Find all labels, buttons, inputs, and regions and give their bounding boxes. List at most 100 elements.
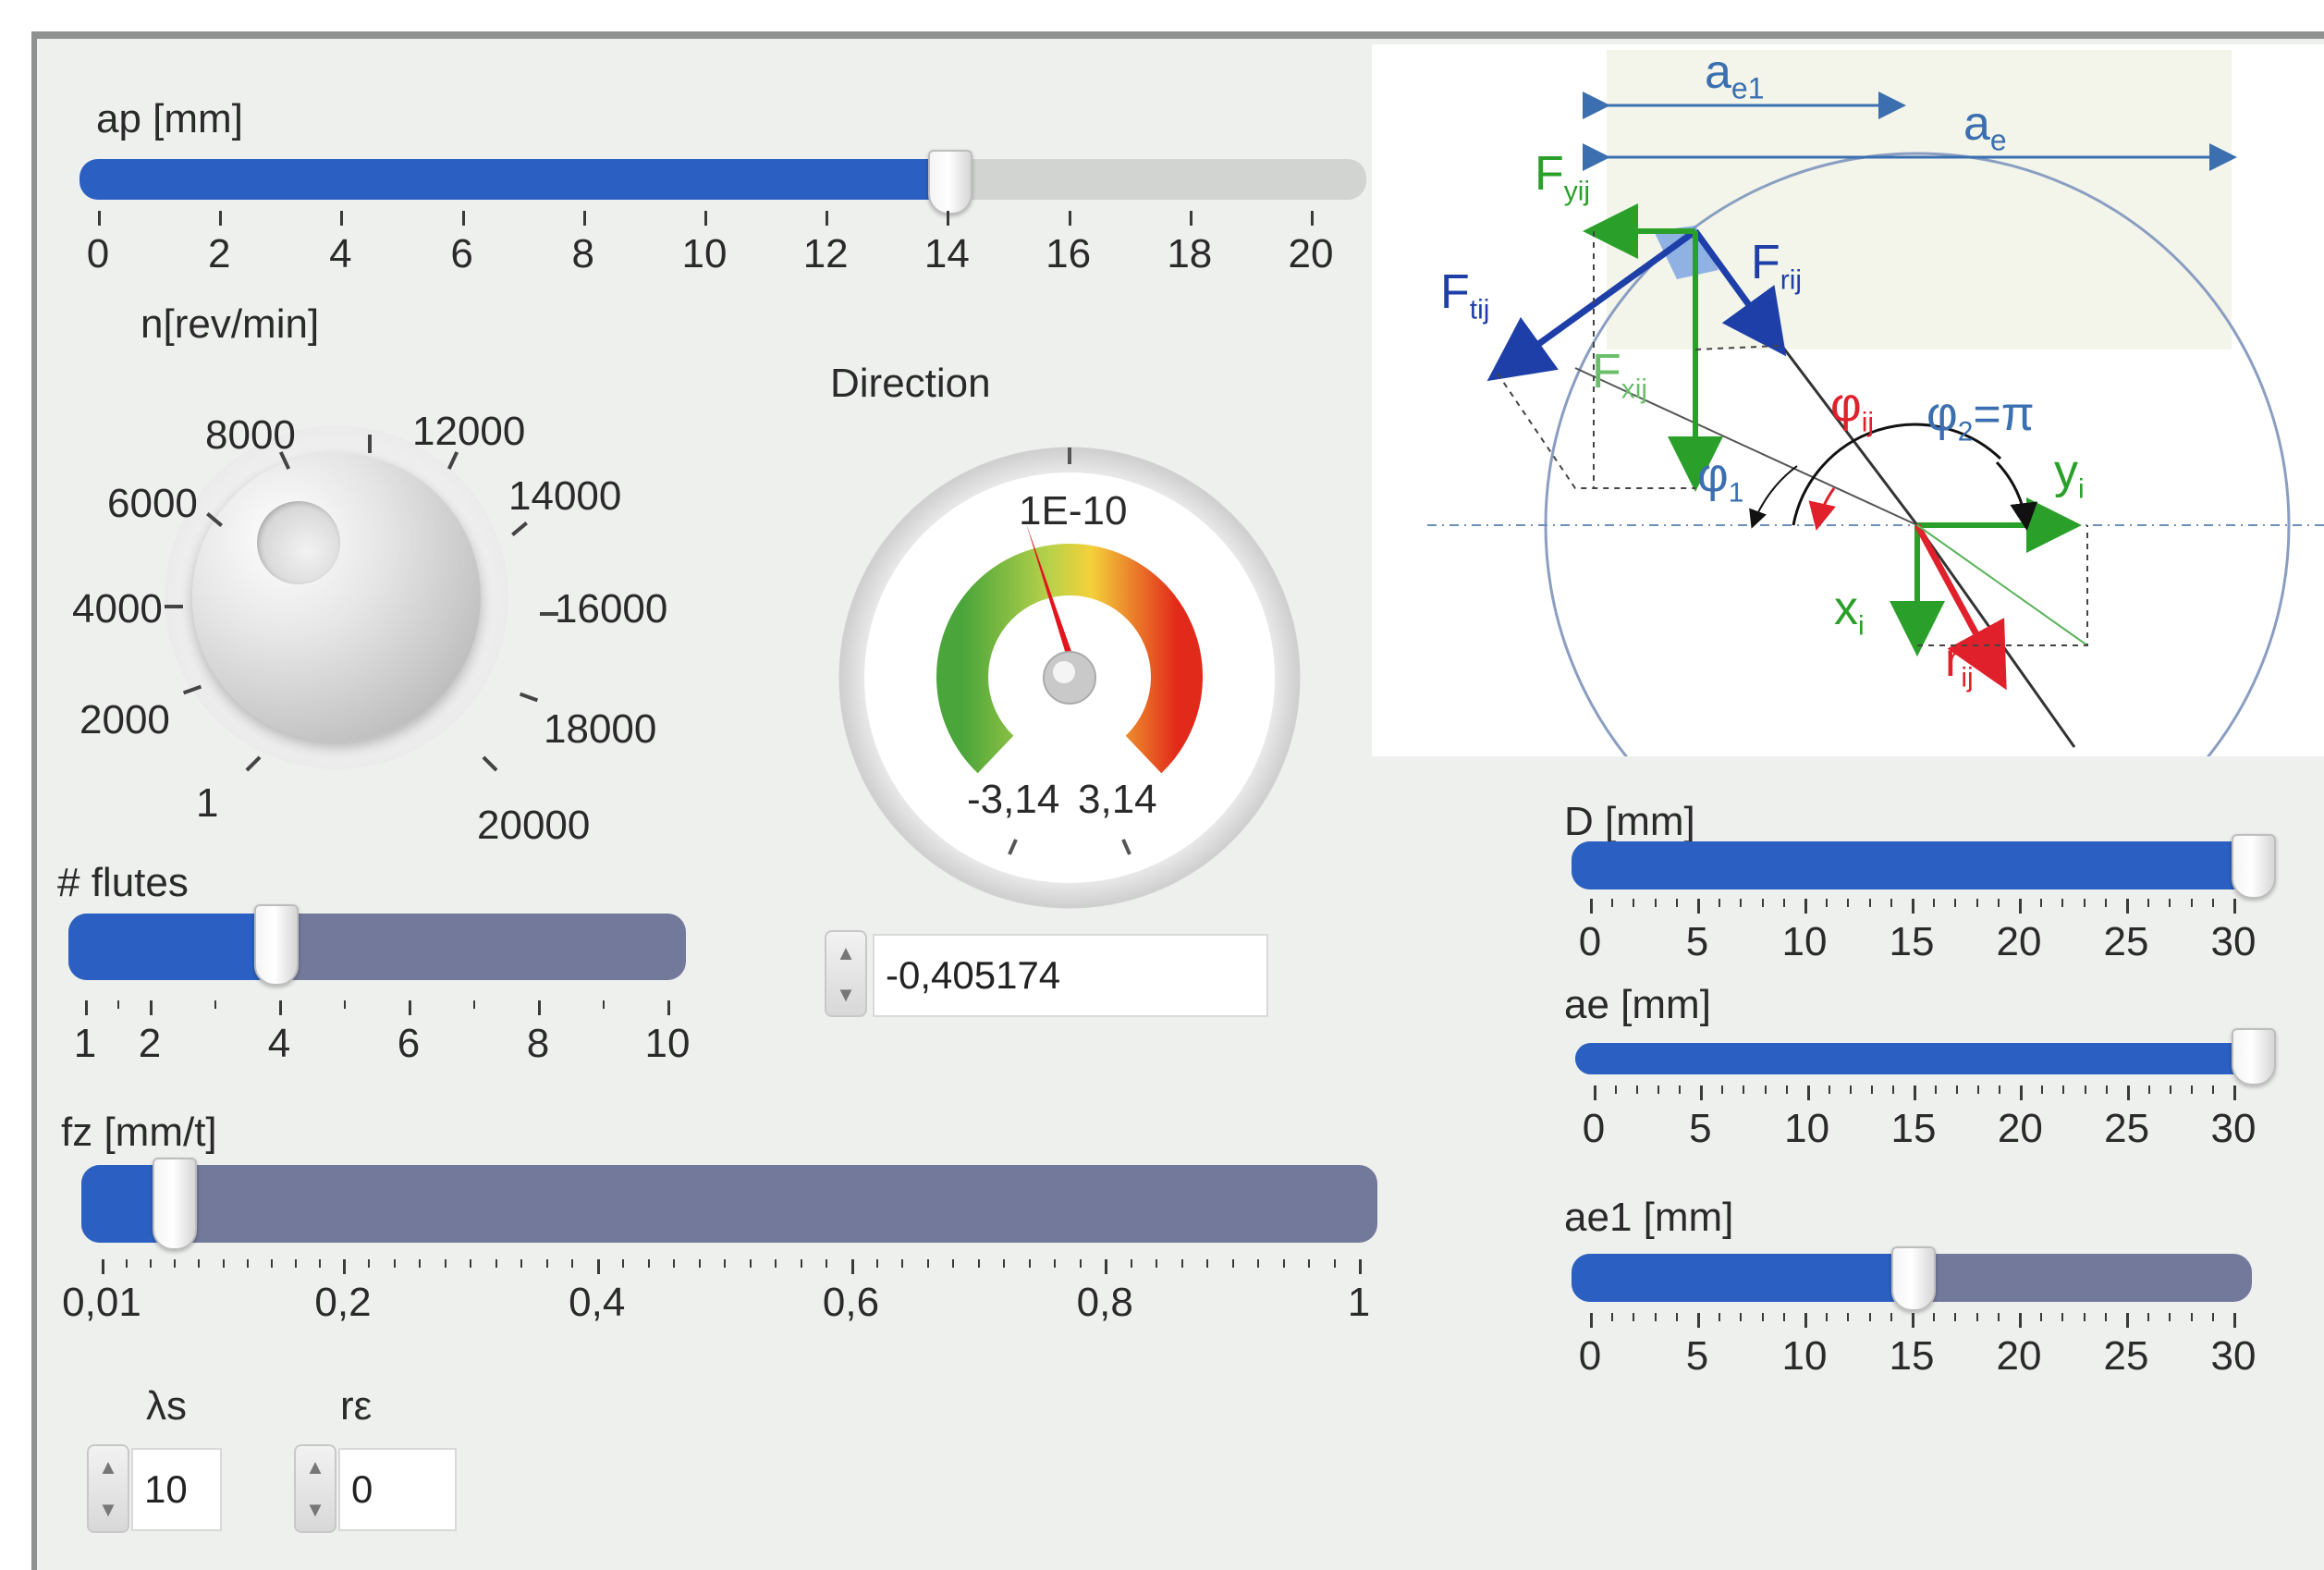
scale-major-tick [1697,899,1700,914]
yi-label: yi [2054,445,2085,505]
scale-minor-tick [470,1259,472,1268]
scale-tick-label: 2 [207,231,231,276]
decrement-arrow-icon[interactable]: ▼ [836,982,856,1006]
lambda-s-input[interactable]: 10 [131,1448,222,1531]
knob-label-14000: 14000 [508,473,622,519]
scale-tick-label: 5 [1685,1333,1709,1379]
scale-tick-label: 12 [802,231,849,276]
increment-arrow-icon[interactable]: ▲ [836,940,856,964]
scale-tick-label: 25 [2103,1333,2149,1379]
decrement-arrow-icon[interactable]: ▼ [305,1498,325,1521]
decrement-arrow-icon[interactable]: ▼ [98,1498,118,1521]
direction-gauge[interactable] [834,442,1305,914]
D-slider-thumb[interactable] [2232,834,2276,899]
ap-slider-label: ap [mm] [96,96,243,141]
scale-minor-tick [2084,1086,2086,1094]
increment-arrow-icon[interactable]: ▲ [305,1455,325,1478]
ae-slider[interactable] [1575,1028,2276,1086]
fyij-label: Fyij [1535,147,1591,207]
scale-minor-tick [1935,1086,1938,1094]
scale-minor-tick [344,1000,346,1009]
scale-minor-tick [2147,899,2150,907]
fz-slider-thumb[interactable] [153,1158,198,1250]
scale-minor-tick [826,1259,828,1268]
xi-label: xi [1834,582,1865,642]
scale-tick-label: 0,8 [1076,1280,1133,1325]
r-epsilon-spinner[interactable]: ▲ ▼ [294,1444,336,1533]
scale-major-tick [461,211,465,226]
ap-slider-scale: 0 2 4 6 8 10 12 14 16 18 20 [87,211,1333,285]
direction-numeric-input[interactable]: -0,405174 [873,934,1268,1017]
D-slider-label: D [mm] [1564,799,1695,844]
scale-minor-tick [1079,1259,1082,1268]
direction-gauge-min-label: -3,14 [967,777,1060,822]
scale-major-tick [2019,899,2022,914]
increment-arrow-icon[interactable]: ▲ [98,1455,118,1478]
scale-minor-tick [393,1259,396,1268]
scale-tick-label: 10 [681,231,728,276]
scale-minor-tick [1180,1259,1183,1268]
scale-major-tick [1914,1086,1916,1100]
r-epsilon-input[interactable]: 0 [338,1448,457,1531]
scale-minor-tick [1977,1086,1980,1094]
scale-minor-tick [1933,899,1936,907]
scale-minor-tick [1308,1259,1311,1268]
ap-slider-thumb[interactable] [927,150,972,215]
scale-minor-tick [2040,1313,2043,1321]
scale-minor-tick [2104,1313,2107,1321]
scale-major-tick [947,211,950,226]
scale-tick-label: 20 [1288,231,1334,276]
scale-minor-tick [545,1259,548,1268]
scale-minor-tick [1890,899,1892,907]
flutes-slider[interactable] [68,904,686,986]
scale-major-tick [596,1259,600,1274]
knob-label-12000: 12000 [412,409,526,454]
ae1-slider[interactable] [1572,1246,2252,1311]
scale-minor-tick [603,1000,605,1009]
knob-tick [165,605,183,608]
scale-major-tick [98,211,101,226]
scale-tick-label: 5 [1685,919,1709,964]
scale-minor-tick [622,1259,625,1268]
direction-spinner[interactable]: ▲ ▼ [825,930,867,1017]
scale-minor-tick [1003,1259,1006,1268]
knob-label-16000: 16000 [555,586,668,632]
speed-knob[interactable] [192,453,481,742]
ae1-slider-thumb[interactable] [1891,1246,1936,1311]
scale-minor-tick [1890,1313,1892,1321]
scale-minor-tick [368,1259,371,1268]
ae1-dim-label: ae1 [1705,45,1765,105]
scale-minor-tick [1761,899,1764,907]
ap-slider[interactable] [80,150,1366,215]
scale-major-tick [85,1000,88,1015]
milling-force-diagram-drawing [1427,50,2324,756]
scale-tick-label: 0,01 [62,1280,141,1325]
scale-minor-tick [1633,1313,1635,1321]
speed-knob-label: n[rev/min] [141,301,320,347]
knob-tick [368,435,372,453]
scale-minor-tick [673,1259,676,1268]
ae1-slider-scale: 0 5 10 15 20 25 30 [1579,1313,2256,1387]
scale-minor-tick [1868,1313,1871,1321]
scale-minor-tick [1333,1259,1336,1268]
scale-minor-tick [2211,899,2214,907]
scale-minor-tick [444,1259,446,1268]
fz-slider[interactable] [81,1158,1377,1250]
lambda-s-spinner[interactable]: ▲ ▼ [87,1444,129,1533]
scale-minor-tick [1997,899,2000,907]
scale-minor-tick [318,1259,321,1268]
scale-minor-tick [1785,1086,1788,1094]
scale-minor-tick [150,1259,153,1268]
scale-major-tick [1804,1313,1807,1328]
scale-major-tick [219,211,223,226]
scale-tick-label: 0,6 [822,1280,880,1325]
scale-tick-label: 10 [1784,1106,1830,1151]
D-slider[interactable] [1572,834,2276,899]
scale-major-tick [2233,1086,2236,1100]
ae-slider-thumb[interactable] [2232,1028,2276,1086]
scale-minor-tick [1847,1313,1850,1321]
lambda-s-label: λs [146,1383,187,1429]
flutes-slider-thumb[interactable] [253,904,299,986]
scale-major-tick [704,211,707,226]
fz-slider-scale: 0,01 0,2 0,4 0,6 0,8 1 [62,1259,1370,1333]
